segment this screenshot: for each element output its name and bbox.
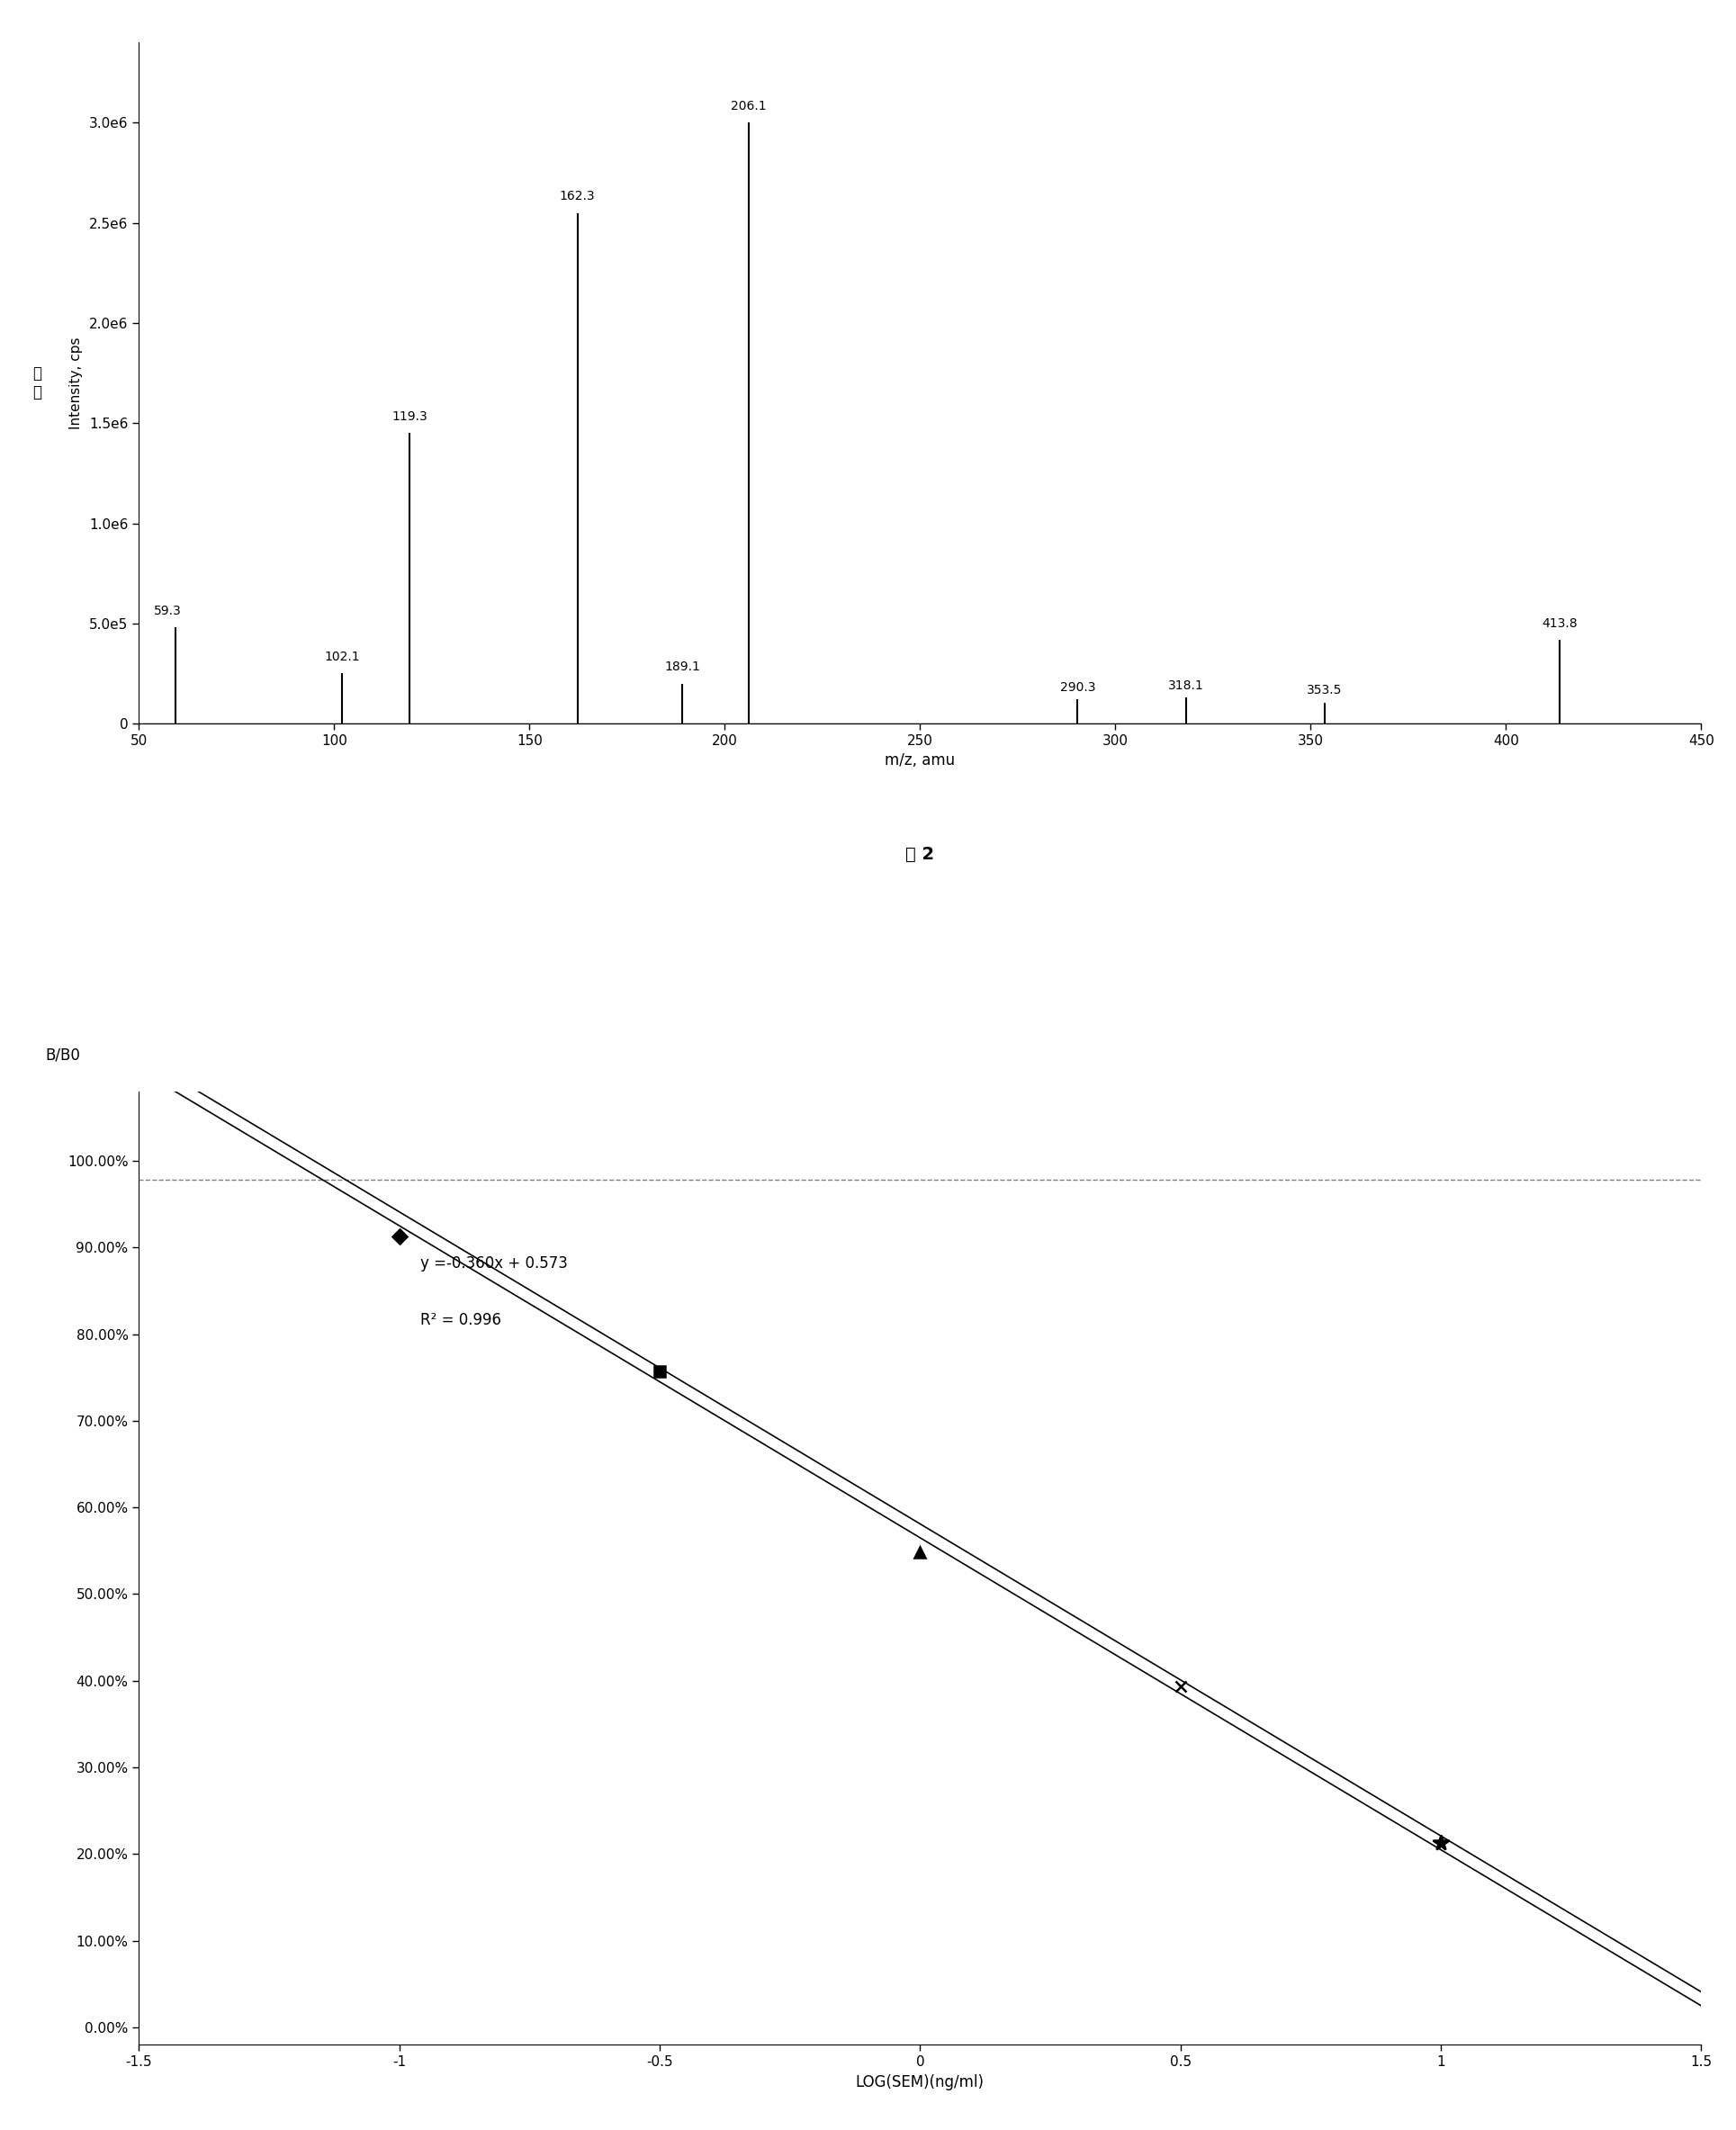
Text: 318.1: 318.1 [1168, 679, 1205, 692]
Text: 162.3: 162.3 [559, 190, 595, 202]
Text: 353.5: 353.5 [1307, 684, 1342, 697]
Text: 图 2: 图 2 [906, 846, 934, 863]
Text: y =-0.360x + 0.573: y =-0.360x + 0.573 [420, 1255, 568, 1272]
X-axis label: m/z, amu: m/z, amu [885, 752, 955, 769]
Text: 59.3: 59.3 [153, 605, 181, 618]
Text: 119.3: 119.3 [392, 411, 427, 424]
Text: 290.3: 290.3 [1059, 682, 1095, 694]
Text: 102.1: 102.1 [325, 652, 359, 665]
Text: 206.1: 206.1 [731, 100, 766, 113]
Text: B/B0: B/B0 [45, 1046, 80, 1063]
Text: 413.8: 413.8 [1542, 618, 1578, 630]
Text: 189.1: 189.1 [665, 660, 700, 673]
Y-axis label: Intensity, cps: Intensity, cps [69, 337, 83, 430]
X-axis label: LOG(SEM)(ng/ml): LOG(SEM)(ng/ml) [856, 2075, 984, 2090]
Text: 强
度: 强 度 [33, 366, 42, 400]
Text: R² = 0.996: R² = 0.996 [420, 1312, 502, 1329]
